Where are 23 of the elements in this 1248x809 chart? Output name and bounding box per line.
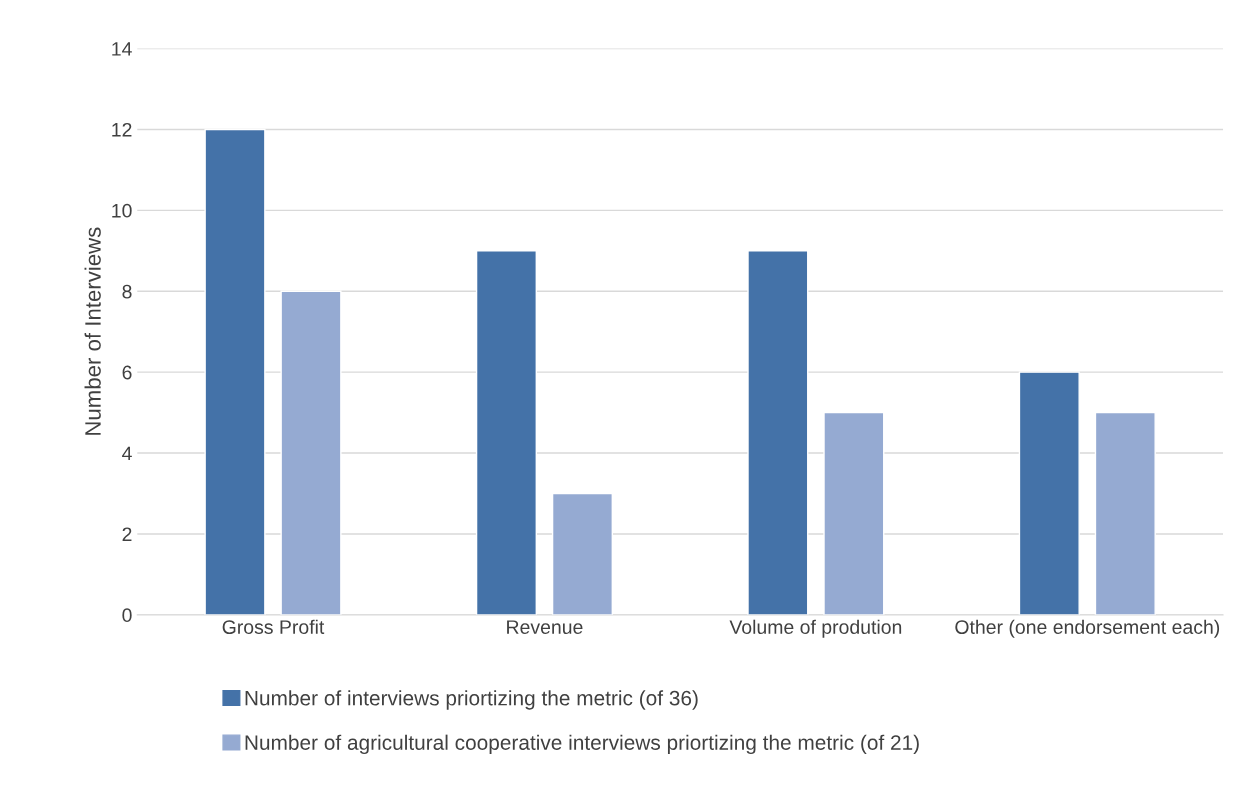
y-tick-label: 0	[122, 608, 132, 623]
x-tick-label: Gross Profit	[222, 619, 325, 634]
x-tick-label: Other (one endorsement each)	[955, 619, 1220, 638]
bar	[551, 492, 613, 615]
y-tick-label: 10	[112, 203, 132, 218]
bar	[747, 250, 809, 615]
legend-label: Number of interviews priortizing the metric (of 36)	[245, 690, 698, 710]
bar	[475, 250, 537, 615]
bar	[1018, 371, 1080, 615]
y-tick-label: 14	[112, 42, 132, 56]
bar	[823, 411, 885, 615]
y-axis-title: Number of Interviews	[84, 227, 101, 435]
bar	[204, 128, 266, 615]
x-tick-label: Volume of prodution	[729, 619, 902, 638]
legend-label: Number of agricultural cooperative interviews priortizing the metric (of 21)	[245, 734, 919, 755]
y-tick-label: 8	[122, 284, 132, 299]
y-tick-label: 12	[112, 122, 132, 137]
y-tick-label: 2	[122, 527, 132, 541]
y-tick-label: 6	[122, 365, 132, 380]
bar	[1094, 411, 1156, 615]
y-tick-label: 4	[122, 446, 132, 461]
x-tick-label: Revenue	[507, 620, 583, 634]
bar	[280, 290, 342, 615]
